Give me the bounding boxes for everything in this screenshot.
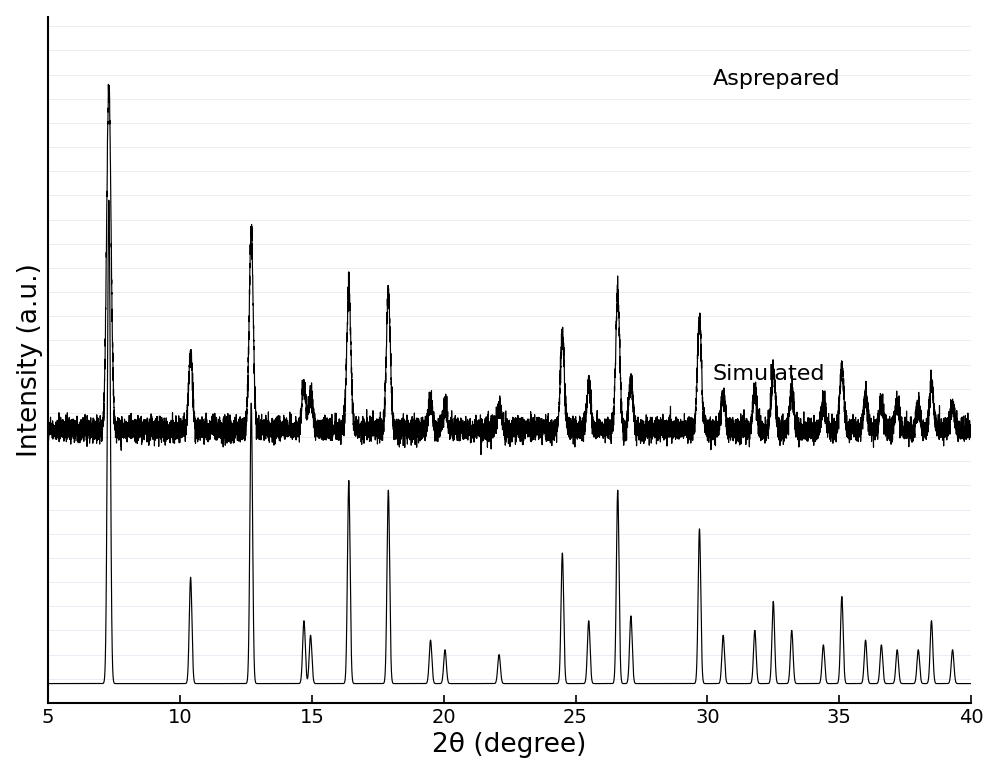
Y-axis label: Intensity (a.u.): Intensity (a.u.) xyxy=(17,263,43,456)
X-axis label: 2θ (degree): 2θ (degree) xyxy=(432,732,587,758)
Text: Asprepared: Asprepared xyxy=(713,69,840,89)
Text: Simulated: Simulated xyxy=(713,364,825,384)
